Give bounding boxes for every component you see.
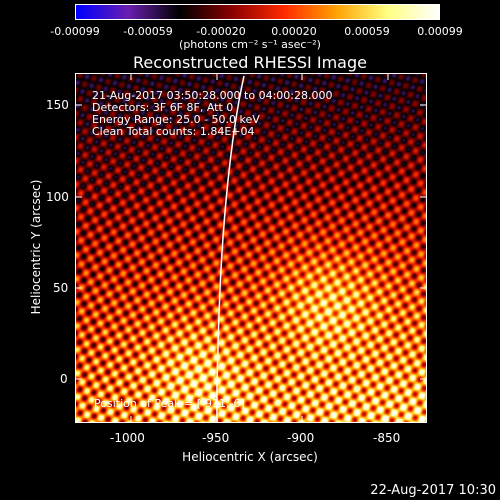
colorbar-units: (photons cm⁻² s⁻¹ asec⁻²) <box>179 38 321 51</box>
y-tick-label: 0 <box>60 372 68 386</box>
timestamp: 22-Aug-2017 10:30 <box>370 483 496 498</box>
plot-area: 21-Aug-2017 03:50:28.000 to 04:00:28.000… <box>75 73 427 423</box>
colorbar-tick: 0.00099 <box>417 25 463 38</box>
image-title: Reconstructed RHESSI Image <box>133 53 367 72</box>
x-tick-label: -1000 <box>110 431 145 445</box>
annotation-clean: Clean Total counts: 1.84E+04 <box>92 125 255 138</box>
x-axis-title: Heliocentric X (arcsec) <box>182 450 318 464</box>
colorbar-tick: -0.00020 <box>196 25 246 38</box>
y-tick-label: 50 <box>53 281 69 295</box>
colorbar-tick: -0.00099 <box>50 25 100 38</box>
y-tick-label: 150 <box>46 98 69 112</box>
x-tick-label: -950 <box>202 431 230 445</box>
annotation-peak-position: Position of Peak = [-911,-6] <box>94 397 245 410</box>
annotation-time-range: 21-Aug-2017 03:50:28.000 to 04:00:28.000 <box>92 89 333 102</box>
x-tick-label: -900 <box>287 431 315 445</box>
colorbar <box>75 4 440 20</box>
colorbar-tick: 0.00020 <box>271 25 317 38</box>
colorbar-tick: -0.00059 <box>123 25 173 38</box>
x-tick-label: -850 <box>373 431 401 445</box>
annotation-energy: Energy Range: 25.0 - 50.0 keV <box>92 113 260 126</box>
heatmap-image <box>76 74 426 422</box>
y-tick-label: 100 <box>46 190 69 204</box>
limb-line <box>216 75 245 422</box>
annotation-detectors: Detectors: 3F 6F 8F, Att 0 <box>92 101 234 114</box>
colorbar-tick: 0.00059 <box>344 25 390 38</box>
y-axis-title: Heliocentric Y (arcsec) <box>29 179 43 315</box>
